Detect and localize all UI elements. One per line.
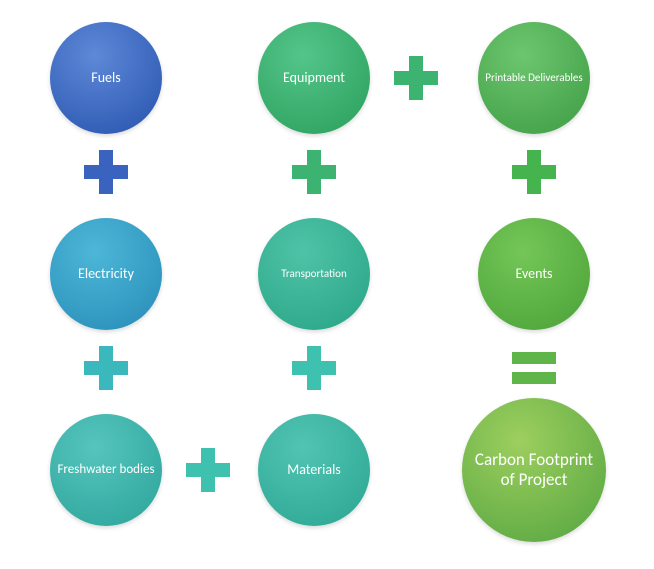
node-fuels: Fuels xyxy=(50,22,162,134)
node-result-label: Carbon Footprint of Project xyxy=(462,444,606,497)
node-freshwater-bodies: Freshwater bodies xyxy=(50,414,162,526)
node-events-label: Events xyxy=(509,260,558,289)
node-materials: Materials xyxy=(258,414,370,526)
node-transportation-label: Transportation xyxy=(275,261,352,286)
node-equipment: Equipment xyxy=(258,22,370,134)
node-fuels-label: Fuels xyxy=(85,64,126,93)
plus-icon xyxy=(292,346,336,390)
node-freshwater-label: Freshwater bodies xyxy=(51,456,160,484)
node-printable-label: Printable Deliverables xyxy=(479,65,588,90)
node-electricity: Electricity xyxy=(50,218,162,330)
plus-icon xyxy=(394,56,438,100)
plus-icon xyxy=(84,150,128,194)
plus-icon xyxy=(512,150,556,194)
plus-icon xyxy=(84,346,128,390)
node-result-carbon-footprint: Carbon Footprint of Project xyxy=(462,398,606,542)
plus-icon xyxy=(292,150,336,194)
node-electricity-label: Electricity xyxy=(72,260,140,289)
node-equipment-label: Equipment xyxy=(277,64,351,93)
equals-icon xyxy=(512,346,556,390)
node-materials-label: Materials xyxy=(281,456,347,485)
node-events: Events xyxy=(478,218,590,330)
node-printable-deliverables: Printable Deliverables xyxy=(478,22,590,134)
plus-icon xyxy=(186,448,230,492)
node-transportation: Transportation xyxy=(258,218,370,330)
